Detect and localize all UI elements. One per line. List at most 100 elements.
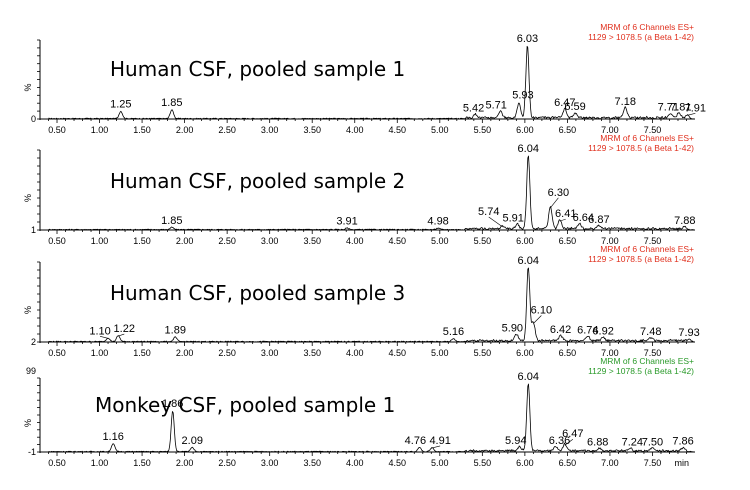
method-label-line2: 1129 > 1078.5 (a Beta 1-42) bbox=[588, 366, 694, 376]
peak-label: 7.18 bbox=[615, 96, 636, 108]
y-axis-label: % bbox=[23, 306, 33, 314]
peak-label: 6.03 bbox=[517, 33, 538, 45]
x-tick-label: 1.00 bbox=[91, 348, 109, 358]
peak-label: 6.36 bbox=[549, 435, 570, 447]
method-label-line1: MRM of 6 Channels ES+ bbox=[600, 22, 694, 32]
x-tick-label: 5.50 bbox=[474, 458, 492, 468]
peak-leader-line bbox=[432, 445, 441, 449]
peak-label: 6.04 bbox=[518, 143, 539, 155]
peak-label: 1.89 bbox=[165, 325, 186, 337]
y-axis-label: % bbox=[23, 194, 33, 202]
x-tick-label: 3.50 bbox=[303, 458, 321, 468]
peak-label: 6.47 bbox=[562, 428, 583, 440]
x-tick-label: 0.50 bbox=[48, 348, 66, 358]
x-tick-label: 7.50 bbox=[644, 348, 662, 358]
peak-label: 6.87 bbox=[588, 214, 609, 226]
peak-label: 5.93 bbox=[512, 89, 533, 101]
x-tick-label: 2.00 bbox=[176, 236, 194, 246]
peak-label: 1.10 bbox=[89, 325, 110, 337]
method-label-line1: MRM of 6 Channels ES+ bbox=[600, 244, 694, 254]
panel-title: Human CSF, pooled sample 1 bbox=[110, 57, 405, 81]
peak-leader-line bbox=[564, 438, 574, 446]
x-tick-label: 4.00 bbox=[346, 125, 364, 135]
x-tick-label: 3.50 bbox=[303, 125, 321, 135]
x-tick-label: 5.00 bbox=[431, 125, 449, 135]
x-tick-label: 5.50 bbox=[474, 236, 492, 246]
panel-title: Human CSF, pooled sample 2 bbox=[110, 169, 405, 193]
y-axis-label: % bbox=[23, 83, 33, 91]
x-tick-label: 7.00 bbox=[601, 236, 619, 246]
peak-label: 7.93 bbox=[678, 327, 699, 339]
peak-label: 6.64 bbox=[573, 212, 594, 224]
x-tick-label: 3.00 bbox=[261, 125, 279, 135]
x-axis-unit: min bbox=[674, 458, 689, 468]
peak-label: 6.30 bbox=[548, 187, 569, 199]
x-tick-label: 1.00 bbox=[91, 458, 109, 468]
peak-leader-line bbox=[533, 315, 542, 324]
peak-label: 7.50 bbox=[642, 436, 663, 448]
x-tick-label: 1.50 bbox=[133, 125, 151, 135]
x-tick-label: 2.50 bbox=[218, 125, 236, 135]
peak-label: 5.42 bbox=[463, 102, 484, 114]
x-tick-label: 5.50 bbox=[474, 125, 492, 135]
peak-label: 7.86 bbox=[672, 436, 693, 448]
x-tick-label: 3.00 bbox=[261, 458, 279, 468]
chromatogram-panel-3: % 2 0.50 1.00 1.50 2.00 2.50 3.00 3.50 4.00 4.50 5.… bbox=[23, 244, 700, 358]
peak-label: 5.16 bbox=[443, 326, 464, 338]
chromatogram-panel-4: % -1 99 0.50 1.00 1.50 2.00 2.50 3.00 3.50 4.00 4.5… bbox=[23, 356, 695, 468]
x-tick-label: 6.00 bbox=[516, 458, 534, 468]
chromatogram-trace bbox=[48, 383, 694, 453]
x-tick-label: 5.50 bbox=[474, 348, 492, 358]
x-tick-label: 2.50 bbox=[218, 458, 236, 468]
peak-label: 6.04 bbox=[518, 255, 539, 267]
x-tick-label: 5.00 bbox=[431, 458, 449, 468]
chromatogram-panel-1: % 0 0.50 1.00 1.50 2.00 2.50 3.00 3.50 4.00 4.50 5.… bbox=[23, 22, 706, 135]
x-tick-label: 5.00 bbox=[431, 236, 449, 246]
x-tick-label: 6.50 bbox=[559, 236, 577, 246]
x-tick-label: 2.50 bbox=[218, 236, 236, 246]
x-tick-label: 6.50 bbox=[559, 458, 577, 468]
peak-label: 1.16 bbox=[102, 431, 123, 443]
peak-label: 6.42 bbox=[550, 324, 571, 336]
peak-label: 7.24 bbox=[622, 436, 643, 448]
y-min-label: -1 bbox=[28, 447, 36, 457]
method-label-line2: 1129 > 1078.5 (a Beta 1-42) bbox=[588, 143, 694, 153]
peak-label: 2.09 bbox=[182, 435, 203, 447]
peak-leader-line bbox=[559, 218, 566, 222]
x-tick-label: 6.50 bbox=[559, 125, 577, 135]
chromatogram-panel-2: % 1 0.50 1.00 1.50 2.00 2.50 3.00 3.50 4.00 4.50 5.… bbox=[23, 133, 696, 246]
peak-label: 5.74 bbox=[478, 206, 499, 218]
x-tick-label: 4.50 bbox=[389, 458, 407, 468]
peak-label: 6.47 bbox=[554, 97, 575, 109]
x-tick-label: 4.00 bbox=[346, 348, 364, 358]
x-tick-label: 4.50 bbox=[389, 125, 407, 135]
peak-label: 5.94 bbox=[505, 435, 526, 447]
x-tick-label: 5.00 bbox=[431, 348, 449, 358]
y-min-label: 0 bbox=[31, 114, 36, 124]
x-tick-label: 2.00 bbox=[176, 125, 194, 135]
x-tick-label: 4.00 bbox=[346, 458, 364, 468]
method-label-line2: 1129 > 1078.5 (a Beta 1-42) bbox=[588, 32, 694, 42]
peak-label: 5.91 bbox=[503, 213, 524, 225]
peak-label: 5.71 bbox=[485, 99, 506, 111]
peak-label: 1.85 bbox=[161, 97, 182, 109]
x-tick-label: 7.00 bbox=[601, 348, 619, 358]
x-tick-label: 0.50 bbox=[48, 125, 66, 135]
x-tick-label: 0.50 bbox=[48, 236, 66, 246]
y-min-label: 1 bbox=[31, 225, 36, 235]
peak-label: 4.91 bbox=[429, 435, 450, 447]
y-max-label: 99 bbox=[26, 366, 36, 376]
peak-label: 6.74 bbox=[577, 325, 598, 337]
peak-label: 3.91 bbox=[336, 216, 357, 228]
x-tick-label: 7.00 bbox=[601, 458, 619, 468]
peak-label: 7.71 bbox=[658, 102, 679, 114]
x-tick-label: 1.50 bbox=[133, 348, 151, 358]
panel-title: Human CSF, pooled sample 3 bbox=[110, 281, 405, 305]
peak-label: 6.41 bbox=[555, 208, 576, 220]
peak-label: 4.98 bbox=[427, 216, 448, 228]
x-tick-label: 1.50 bbox=[133, 236, 151, 246]
peak-label: 7.88 bbox=[674, 215, 695, 227]
peak-label: 1.22 bbox=[114, 323, 135, 335]
chromatogram-trace bbox=[48, 155, 694, 231]
